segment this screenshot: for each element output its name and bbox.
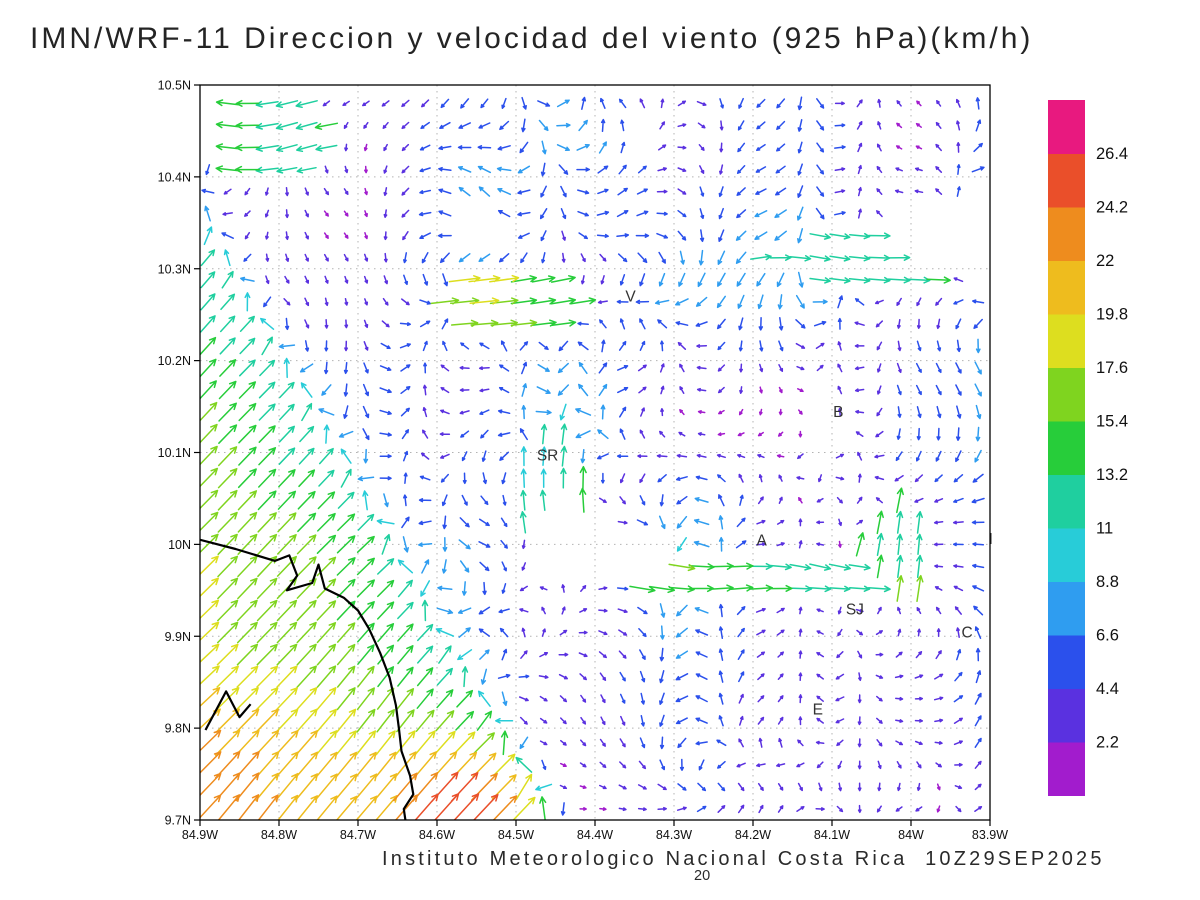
colorbar-label: 24.2 [1096, 199, 1128, 217]
axis-labels: 10.5N 10.4N 10.3N 10.2N 10.1N 10N 9.9N 9.8N 9.7N… [158, 79, 1009, 843]
page-number: 20 [694, 868, 711, 884]
colorbar: 2.2 4.4 6.6 8.8 11 13.2 15.4 17.6 19.8 22 24.2 26.4 [1048, 100, 1128, 796]
y-tick-label: 10.3N [158, 262, 191, 276]
colorbar-segment [1048, 421, 1085, 475]
colorbar-segment [1048, 153, 1085, 208]
colorbar-label: 6.6 [1096, 627, 1119, 645]
axis-ticks [194, 84, 991, 826]
wind-vectors [200, 96, 985, 820]
y-tick-label: 9.9N [165, 630, 191, 644]
colorbar-segment [1048, 314, 1085, 368]
colorbar-label: 22 [1096, 252, 1114, 270]
gridlines [200, 85, 990, 820]
colorbar-segment [1048, 474, 1085, 529]
wind-vectors-speed-band [200, 100, 931, 773]
y-tick-label: 10.5N [158, 79, 191, 93]
coastline-path [204, 690, 252, 731]
y-tick-label: 10.1N [158, 446, 191, 460]
colorbar-segment [1048, 207, 1085, 261]
wind-vectors-speed-band [200, 729, 518, 820]
colorbar-label: 11 [1096, 520, 1113, 538]
station-labels: V B SR A SJ C E I [537, 288, 993, 718]
y-tick-label: 10.4N [158, 170, 191, 184]
station-label: B [833, 404, 843, 421]
x-tick-label: 84.6W [419, 828, 455, 842]
coastline [200, 538, 415, 820]
x-tick-label: 84.1W [814, 828, 850, 842]
wind-vectors-speed-band [200, 274, 536, 820]
colorbar-label: 4.4 [1096, 680, 1119, 698]
colorbar-segment [1048, 742, 1085, 796]
wind-vectors-speed-band [201, 96, 985, 816]
station-label: E [813, 702, 823, 719]
y-tick-label: 10.2N [158, 354, 191, 368]
x-tick-label: 84W [898, 828, 924, 842]
colorbar-segment [1048, 581, 1085, 636]
footer-text: Instituto Meteorologico Nacional Costa R… [382, 848, 1105, 870]
wind-vectors-speed-band [414, 771, 499, 820]
colorbar-segment [1048, 260, 1085, 315]
colorbar-segment [1048, 100, 1085, 154]
y-tick-label: 9.8N [165, 722, 191, 736]
station-label: V [625, 288, 636, 305]
station-label: A [757, 533, 768, 550]
x-tick-label: 83.9W [972, 828, 1008, 842]
station-label: SJ [846, 602, 864, 619]
station-label: C [961, 625, 972, 642]
colorbar-label: 17.6 [1096, 359, 1128, 377]
colorbar-label: 2.2 [1096, 734, 1119, 752]
colorbar-label: 15.4 [1096, 413, 1128, 431]
colorbar-label: 13.2 [1096, 466, 1128, 484]
colorbar-label: 8.8 [1096, 573, 1119, 591]
wind-vectors-speed-band [200, 687, 517, 820]
colorbar-segment [1048, 367, 1085, 422]
colorbar-label: 19.8 [1096, 306, 1128, 324]
wind-vectors-speed-band [200, 297, 924, 754]
wind-vectors-speed-band [203, 226, 687, 791]
x-tick-label: 84.3W [656, 828, 692, 842]
wind-vectors-speed-band [222, 98, 983, 814]
x-tick-label: 84.5W [498, 828, 534, 842]
colorbar-segment [1048, 528, 1085, 582]
x-tick-label: 84.7W [340, 828, 376, 842]
x-tick-label: 84.4W [577, 828, 613, 842]
colorbar-segment [1048, 635, 1085, 689]
colorbar-segment [1048, 688, 1085, 743]
y-tick-label: 9.7N [165, 814, 191, 828]
wind-vectors-speed-band [200, 99, 951, 820]
wind-vectors-speed-band [323, 100, 941, 813]
x-tick-label: 84.9W [182, 828, 218, 842]
wind-vectors-speed-band [204, 99, 982, 750]
colorbar-label: 26.4 [1096, 145, 1128, 163]
y-tick-label: 10N [168, 538, 191, 552]
station-label: I [989, 531, 993, 548]
chart-title: IMN/WRF-11 Direccion y velocidad del vie… [30, 22, 1034, 55]
station-label: SR [537, 447, 559, 464]
coastline-path [200, 538, 415, 820]
x-tick-label: 84.8W [261, 828, 297, 842]
x-tick-label: 84.2W [735, 828, 771, 842]
